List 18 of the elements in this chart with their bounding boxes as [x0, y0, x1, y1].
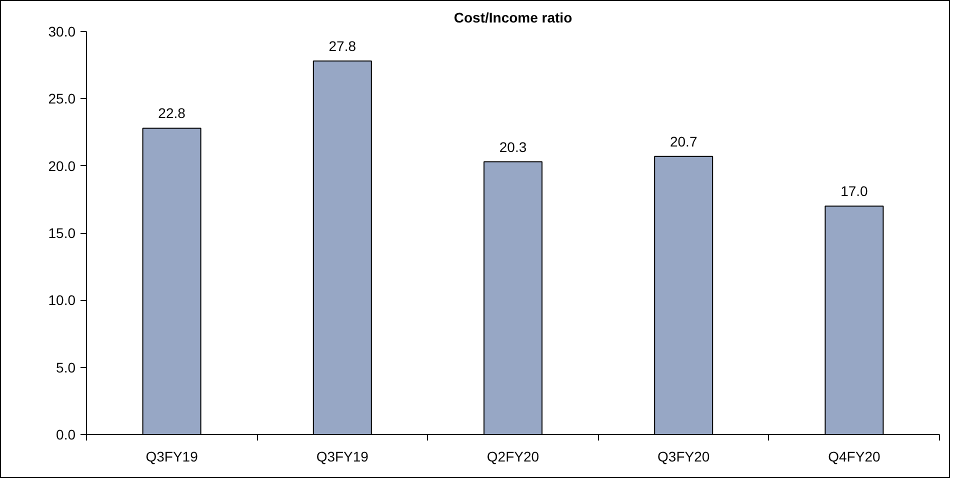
- data-label: 17.0: [840, 183, 868, 200]
- x-tick-label: Q3FY19: [316, 448, 369, 464]
- x-tick-label: Q2FY20: [486, 448, 540, 464]
- data-label: 27.8: [328, 38, 356, 54]
- y-tick-label: 30.0: [48, 24, 76, 40]
- x-tick-label: Q3FY20: [658, 448, 710, 464]
- x-tick-label: Q4FY20: [828, 448, 880, 464]
- data-label: 22.8: [158, 105, 186, 122]
- y-tick-label: 5.0: [56, 359, 76, 376]
- data-label: 20.7: [670, 133, 698, 150]
- y-tick-label: 15.0: [48, 225, 76, 241]
- chart-title: Cost/Income ratio: [454, 10, 572, 26]
- y-tick-label: 0.0: [56, 426, 76, 442]
- y-tick-label: 25.0: [48, 90, 76, 107]
- y-tick-label: 20.0: [48, 158, 76, 174]
- y-tick-label: 10.0: [48, 292, 76, 308]
- x-tick-label: Q3FY19: [146, 448, 198, 464]
- data-label: 20.3: [499, 138, 527, 155]
